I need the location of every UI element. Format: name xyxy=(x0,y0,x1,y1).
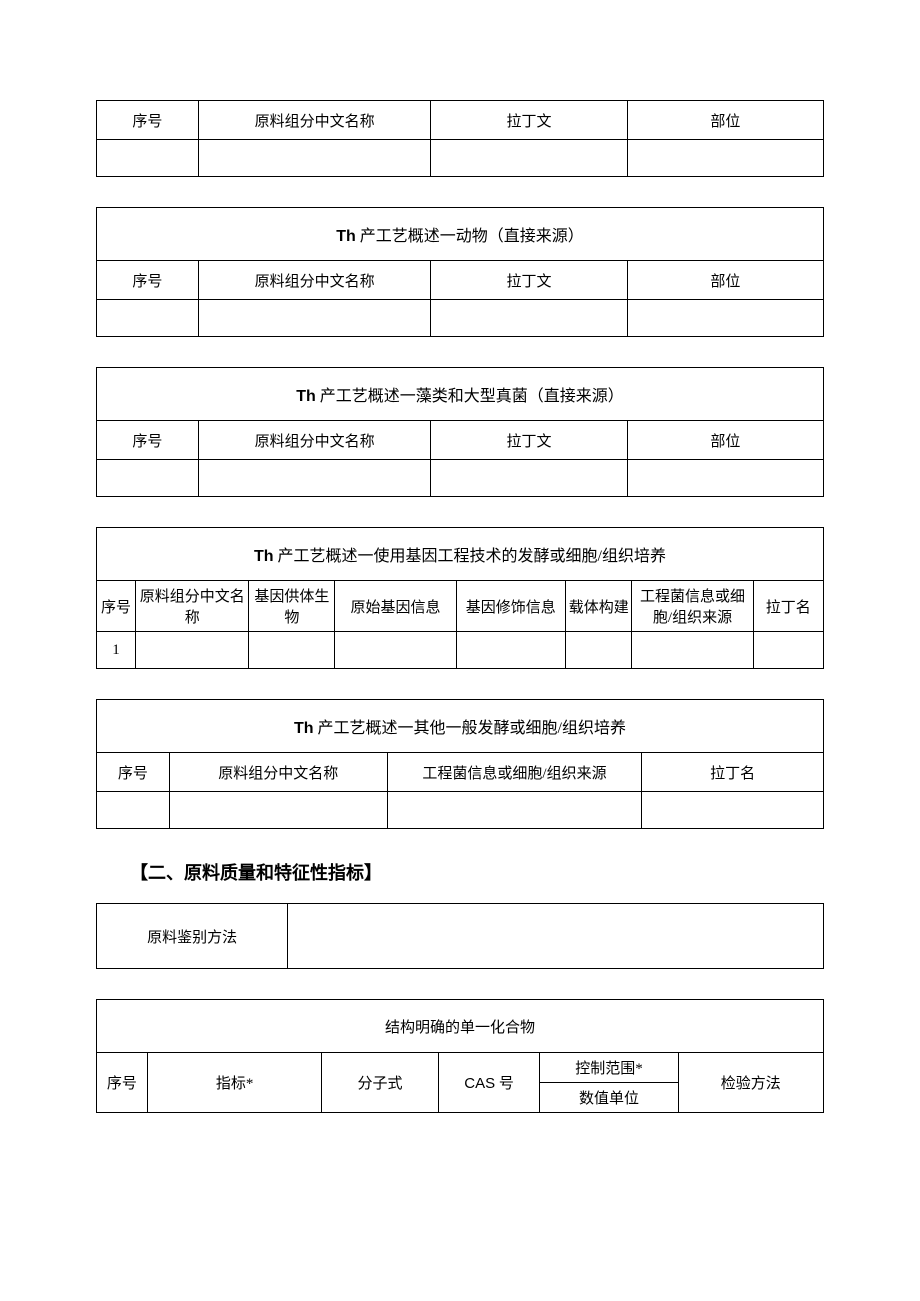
table-other-fermentation: Th 产工艺概述一其他一般发酵或细胞/组织培养 序号 原料组分中文名称 工程菌信… xyxy=(96,699,824,829)
table-title-row: Th 产工艺概述一藻类和大型真菌（直接来源） xyxy=(97,368,824,421)
table-header-row: 序号 原料组分中文名称 基因供体生物 原始基因信息 基因修饰信息 载体构建 工程… xyxy=(97,581,824,632)
col-name-cn: 原料组分中文名称 xyxy=(198,421,431,460)
cell xyxy=(456,632,565,669)
table-header-row: 序号 原料组分中文名称 拉丁文 部位 xyxy=(97,101,824,140)
table-title: Th 产工艺概述一使用基因工程技术的发酵或细胞/组织培养 xyxy=(97,528,824,581)
title-rest: 产工艺概述一藻类和大型真菌（直接来源） xyxy=(316,388,624,405)
col-seq: 序号 xyxy=(97,1053,148,1113)
cell xyxy=(642,792,824,829)
cell xyxy=(387,792,641,829)
table-algae-fungi-source: Th 产工艺概述一藻类和大型真菌（直接来源） 序号 原料组分中文名称 拉丁文 部… xyxy=(96,367,824,497)
cell xyxy=(627,140,823,177)
cas-rest: 号 xyxy=(495,1076,514,1092)
table-identification-method: 原料鉴别方法 xyxy=(96,903,824,969)
cell xyxy=(198,300,431,337)
cell xyxy=(431,140,627,177)
cell xyxy=(249,632,335,669)
cell xyxy=(198,140,431,177)
table-gene-engineering: Th 产工艺概述一使用基因工程技术的发酵或细胞/组织培养 序号 原料组分中文名称… xyxy=(96,527,824,669)
table-row xyxy=(97,792,824,829)
value-identification-method xyxy=(288,904,824,969)
cell xyxy=(431,300,627,337)
table-header-row: 序号 原料组分中文名称 拉丁文 部位 xyxy=(97,421,824,460)
cell xyxy=(753,632,823,669)
table-title: Th 产工艺概述一动物（直接来源） xyxy=(97,208,824,261)
title-rest: 产工艺概述一动物（直接来源） xyxy=(356,228,584,245)
cell xyxy=(198,460,431,497)
col-seq: 序号 xyxy=(97,101,199,140)
cell xyxy=(97,460,199,497)
cell: 1 xyxy=(97,632,136,669)
col-part: 部位 xyxy=(627,261,823,300)
cell xyxy=(566,632,632,669)
col-name-cn: 原料组分中文名称 xyxy=(136,581,249,632)
col-seq: 序号 xyxy=(97,261,199,300)
cell xyxy=(97,792,170,829)
table-title-row: Th 产工艺概述一动物（直接来源） xyxy=(97,208,824,261)
table-title-row: Th 产工艺概述一使用基因工程技术的发酵或细胞/组织培养 xyxy=(97,528,824,581)
cell xyxy=(169,792,387,829)
cell xyxy=(632,632,753,669)
cell xyxy=(136,632,249,669)
table-title: Th 产工艺概述一其他一般发酵或细胞/组织培养 xyxy=(97,700,824,753)
title-rest: 产工艺概述一使用基因工程技术的发酵或细胞/组织培养 xyxy=(274,548,666,565)
table-plant-source: 序号 原料组分中文名称 拉丁文 部位 xyxy=(96,100,824,177)
table-title: 结构明确的单一化合物 xyxy=(97,1000,824,1053)
col-original-gene: 原始基因信息 xyxy=(335,581,456,632)
title-prefix: Th xyxy=(296,388,316,405)
col-cas-no: CAS 号 xyxy=(438,1053,540,1113)
title-prefix: Th xyxy=(254,548,274,565)
cell xyxy=(97,140,199,177)
col-eng-bacteria: 工程菌信息或细胞/组织来源 xyxy=(632,581,753,632)
col-seq: 序号 xyxy=(97,581,136,632)
cell xyxy=(431,460,627,497)
cell xyxy=(627,460,823,497)
table-row xyxy=(97,460,824,497)
table-title: Th 产工艺概述一藻类和大型真菌（直接来源） xyxy=(97,368,824,421)
col-value-unit: 数值单位 xyxy=(540,1083,678,1113)
table-row: 原料鉴别方法 xyxy=(97,904,824,969)
col-name-cn: 原料组分中文名称 xyxy=(198,261,431,300)
title-prefix: Th xyxy=(294,720,314,737)
col-seq: 序号 xyxy=(97,753,170,792)
col-seq: 序号 xyxy=(97,421,199,460)
table-header-row: 序号 原料组分中文名称 拉丁文 部位 xyxy=(97,261,824,300)
col-gene-mod: 基因修饰信息 xyxy=(456,581,565,632)
col-indicator: 指标* xyxy=(147,1053,321,1113)
col-part: 部位 xyxy=(627,101,823,140)
col-eng-bacteria: 工程菌信息或细胞/组织来源 xyxy=(387,753,641,792)
col-latin: 拉丁文 xyxy=(431,101,627,140)
col-latin: 拉丁文 xyxy=(431,261,627,300)
cell xyxy=(627,300,823,337)
table-header-row: 序号 原料组分中文名称 工程菌信息或细胞/组织来源 拉丁名 xyxy=(97,753,824,792)
col-control-range: 控制范围* xyxy=(540,1053,678,1083)
table-row xyxy=(97,140,824,177)
col-test-method: 检验方法 xyxy=(678,1053,823,1113)
cell xyxy=(335,632,456,669)
col-gene-donor: 基因供体生物 xyxy=(249,581,335,632)
table-header-row: 序号 指标* 分子式 CAS 号 控制范围* 检验方法 xyxy=(97,1053,824,1083)
col-name-cn: 原料组分中文名称 xyxy=(169,753,387,792)
col-latin: 拉丁文 xyxy=(431,421,627,460)
table-row xyxy=(97,300,824,337)
col-name-cn: 原料组分中文名称 xyxy=(198,101,431,140)
label-identification-method: 原料鉴别方法 xyxy=(97,904,288,969)
table-single-compound: 结构明确的单一化合物 序号 指标* 分子式 CAS 号 控制范围* 检验方法 数… xyxy=(96,999,824,1113)
cas-prefix: CAS xyxy=(464,1075,495,1092)
col-formula: 分子式 xyxy=(322,1053,438,1113)
title-rest: 产工艺概述一其他一般发酵或细胞/组织培养 xyxy=(314,720,626,737)
col-latin: 拉丁名 xyxy=(642,753,824,792)
col-vector: 载体构建 xyxy=(566,581,632,632)
cell xyxy=(97,300,199,337)
title-prefix: Th xyxy=(336,228,356,245)
table-row: 1 xyxy=(97,632,824,669)
table-animal-source: Th 产工艺概述一动物（直接来源） 序号 原料组分中文名称 拉丁文 部位 xyxy=(96,207,824,337)
col-part: 部位 xyxy=(627,421,823,460)
col-latin: 拉丁名 xyxy=(753,581,823,632)
table-title-row: Th 产工艺概述一其他一般发酵或细胞/组织培养 xyxy=(97,700,824,753)
section-2-heading: 【二、原料质量和特征性指标】 xyxy=(130,859,824,885)
table-title-row: 结构明确的单一化合物 xyxy=(97,1000,824,1053)
